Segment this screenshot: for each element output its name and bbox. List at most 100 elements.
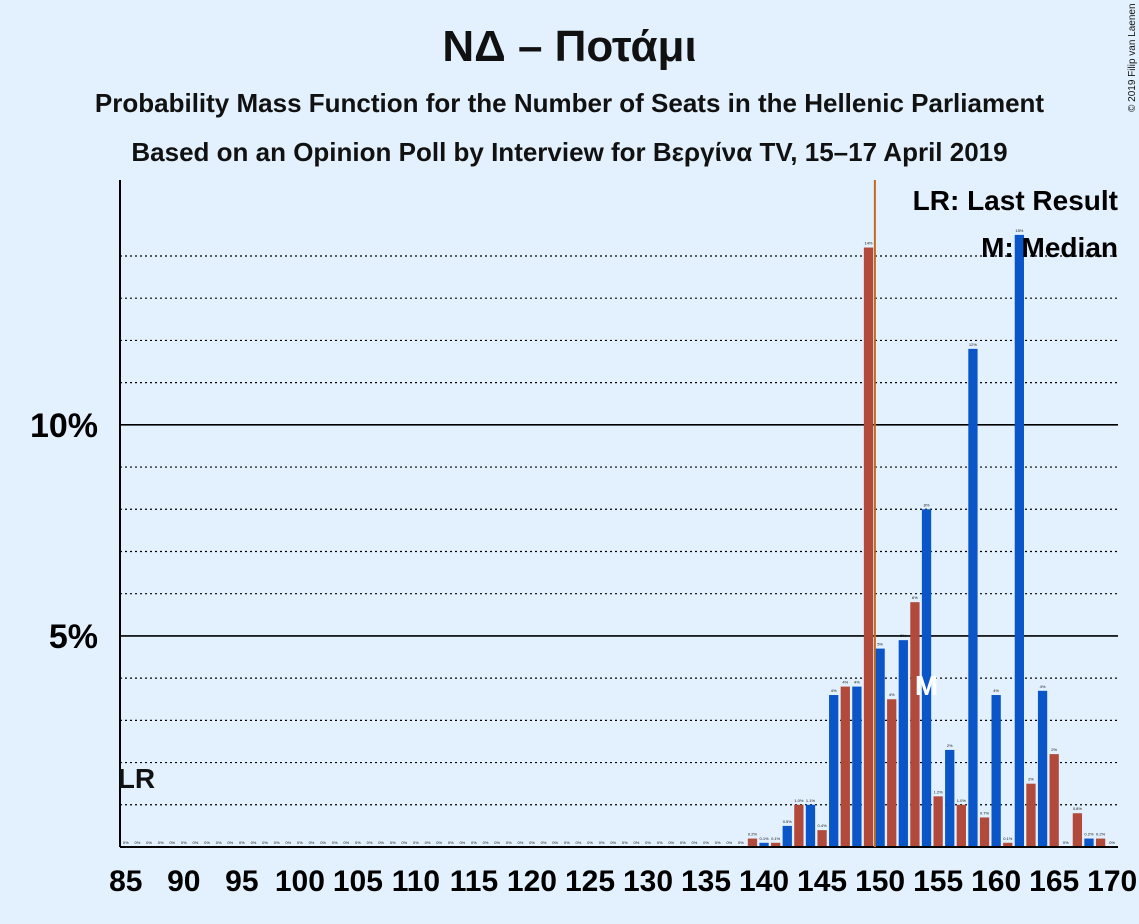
x-tick-label: 100: [275, 865, 325, 898]
bar: [817, 830, 827, 847]
last-result-marker: LR: [118, 763, 155, 794]
chart-source: Based on an Opinion Poll by Interview fo…: [131, 137, 1008, 167]
bar-value-label: 0.4%: [818, 823, 828, 828]
bar: [747, 838, 758, 847]
bar: [933, 796, 943, 847]
bar-value-label: 0%: [494, 840, 500, 845]
bar-value-label: 0.2%: [1096, 832, 1106, 837]
bar-value-label: 0%: [657, 840, 663, 845]
bar: [956, 804, 966, 847]
bar: [991, 695, 1001, 847]
bar-value-label: 0%: [1109, 840, 1115, 845]
bar-value-label: 0%: [181, 840, 187, 845]
bar-value-label: 4%: [831, 688, 837, 693]
bar-value-label: 0%: [506, 840, 512, 845]
bar-value-label: 0%: [216, 840, 222, 845]
bar-value-label: 0.1%: [771, 836, 781, 841]
bar-value-label: 4%: [889, 692, 895, 697]
x-tick-label: 150: [855, 865, 905, 898]
median-marker: M: [915, 670, 938, 701]
bar-value-label: 0%: [726, 840, 732, 845]
bar-value-label: 5%: [900, 633, 906, 638]
bar-value-label: 0%: [378, 840, 384, 845]
x-tick-label: 110: [392, 865, 440, 898]
bar-value-label: 0%: [204, 840, 210, 845]
bar: [829, 695, 839, 847]
data-labels: 0% 0% 0% 0% 0% 0% 0% 0% 0% 0% 0% 0% 0% 0% 0% 0% 0% 0% 0% 0%…: [123, 228, 1116, 845]
x-tick-label: 115: [450, 865, 498, 898]
bar: [840, 686, 850, 847]
bar: [1072, 813, 1083, 847]
bar: [979, 817, 990, 847]
bar: [945, 749, 955, 847]
bar: [1049, 754, 1059, 847]
bar-value-label: 0%: [541, 840, 547, 845]
bar-value-label: 0.7%: [980, 810, 990, 815]
bar: [759, 842, 769, 847]
bar-value-label: 0%: [123, 840, 129, 845]
bar-value-label: 4%: [854, 680, 860, 685]
bar-value-label: 0.1%: [759, 836, 769, 841]
bar: [968, 348, 978, 847]
axes: 5%10%85 90 95 100 105 110 115 120 125 130 135 140 14…: [30, 180, 1137, 898]
bar-value-label: 1.1%: [806, 798, 816, 803]
bar-value-label: 2%: [1051, 747, 1057, 752]
x-tick-label: 95: [225, 865, 258, 898]
bar: [1003, 842, 1013, 847]
bar: [887, 699, 897, 847]
bar-value-label: 0%: [146, 840, 152, 845]
bar-value-label: 0%: [715, 840, 721, 845]
annotations: LR M LR: Last Result M: Median: [118, 180, 1118, 847]
bar-value-label: 0%: [552, 840, 558, 845]
bar: [1014, 234, 1025, 847]
bar-value-label: 0.5%: [783, 819, 793, 824]
bar-value-label: 0.1%: [1003, 836, 1013, 841]
bar-value-label: 15%: [1015, 228, 1023, 233]
bar: [1095, 838, 1106, 847]
bar-value-label: 0.8%: [1073, 806, 1083, 811]
bar-value-label: 12%: [969, 342, 977, 347]
bar-value-label: 14%: [864, 241, 872, 246]
bar-value-label: 0%: [320, 840, 326, 845]
bar-value-label: 0%: [610, 840, 616, 845]
bar-value-label: 0%: [251, 840, 257, 845]
bar-value-label: 0%: [135, 840, 141, 845]
bar: [910, 602, 920, 847]
bar: [782, 825, 792, 847]
bar-value-label: 1.2%: [934, 789, 944, 794]
bar-value-label: 2%: [947, 743, 953, 748]
bar-value-label: 5%: [877, 642, 883, 647]
bar-value-label: 0%: [575, 840, 581, 845]
bar-value-label: 0%: [239, 840, 245, 845]
bars: [747, 234, 1106, 847]
bar-value-label: 0%: [401, 840, 407, 845]
y-tick-label: 10%: [30, 407, 98, 445]
bar: [1084, 838, 1094, 847]
x-tick-label: 130: [623, 865, 673, 898]
bar-value-label: 0%: [436, 840, 442, 845]
bar-value-label: 1.0%: [794, 798, 804, 803]
x-tick-label: 140: [739, 865, 789, 898]
x-tick-label: 120: [507, 865, 557, 898]
bar-value-label: 0%: [297, 840, 303, 845]
bar-value-label: 0%: [274, 840, 280, 845]
bar-value-label: 0%: [529, 840, 535, 845]
chart-title: ΝΔ – Ποτάμι: [442, 22, 697, 71]
bar-value-label: 0%: [483, 840, 489, 845]
bar-value-label: 0%: [227, 840, 233, 845]
bar-value-label: 0%: [309, 840, 315, 845]
x-tick-label: 105: [333, 865, 383, 898]
bar-value-label: 2%: [1028, 777, 1034, 782]
bar-value-label: 0%: [634, 840, 640, 845]
bar-value-label: 0%: [680, 840, 686, 845]
legend-last-result: LR: Last Result: [913, 185, 1118, 216]
bar-value-label: 0%: [738, 840, 744, 845]
bar-value-label: 0%: [448, 840, 454, 845]
bar-value-label: 4%: [993, 688, 999, 693]
bar: [1037, 690, 1048, 847]
bar-value-label: 0%: [587, 840, 593, 845]
bar: [1026, 783, 1036, 847]
x-tick-label: 85: [109, 865, 142, 898]
x-tick-label: 165: [1029, 865, 1079, 898]
bar: [921, 509, 932, 847]
